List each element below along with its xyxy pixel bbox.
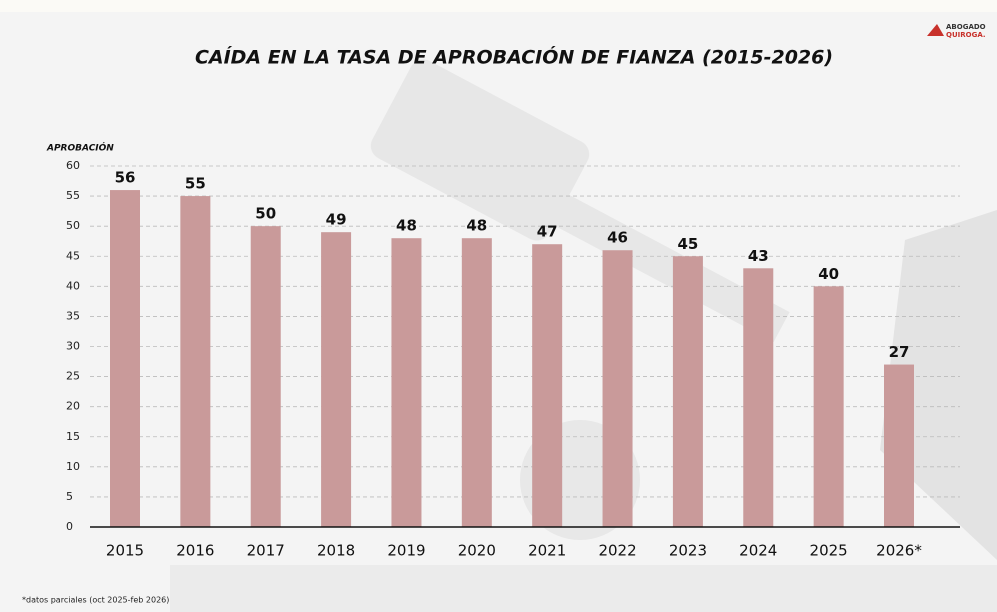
y-tick-label: 55 <box>66 189 80 202</box>
bar <box>251 226 281 527</box>
chart-title: CAÍDA EN LA TASA DE APROBACIÓN DE FIANZA… <box>195 45 833 69</box>
y-tick-label: 10 <box>66 460 80 473</box>
x-tick-label: 2025 <box>810 542 848 560</box>
x-tick-label: 2017 <box>247 542 285 560</box>
value-label: 50 <box>255 205 276 223</box>
x-tick-label: 2020 <box>458 542 496 560</box>
x-tick-label: 2023 <box>669 542 707 560</box>
bar <box>321 232 351 527</box>
x-tick-label: 2022 <box>598 542 636 560</box>
background <box>0 0 997 612</box>
value-label: 45 <box>677 235 698 253</box>
bar <box>180 196 210 527</box>
top-band <box>0 0 997 12</box>
y-tick-label: 0 <box>66 520 73 533</box>
x-tick-label: 2024 <box>739 542 777 560</box>
bar <box>391 238 421 527</box>
value-label: 47 <box>537 223 558 241</box>
logo-text: ABOGADO <box>946 23 986 31</box>
bar <box>462 238 492 527</box>
logo-text: QUIROGA. <box>946 31 986 39</box>
x-tick-label: 2026* <box>876 542 922 560</box>
value-label: 27 <box>889 343 910 361</box>
value-label: 56 <box>115 169 136 187</box>
value-label: 46 <box>607 229 628 247</box>
bar <box>884 365 914 527</box>
bar <box>673 256 703 527</box>
y-tick-label: 40 <box>66 279 80 292</box>
y-tick-label: 20 <box>66 400 80 413</box>
y-tick-label: 45 <box>66 249 80 262</box>
y-tick-label: 25 <box>66 370 80 383</box>
bar <box>743 268 773 527</box>
y-tick-label: 60 <box>66 159 80 172</box>
y-tick-label: 50 <box>66 219 80 232</box>
value-label: 49 <box>326 211 347 229</box>
bar <box>532 244 562 527</box>
y-tick-label: 30 <box>66 340 80 353</box>
x-tick-label: 2019 <box>387 542 425 560</box>
value-label: 55 <box>185 175 206 193</box>
bar <box>110 190 140 527</box>
x-tick-label: 2016 <box>176 542 214 560</box>
bar <box>603 250 633 527</box>
y-tick-label: 35 <box>66 309 80 322</box>
x-tick-label: 2018 <box>317 542 355 560</box>
x-tick-label: 2021 <box>528 542 566 560</box>
value-label: 48 <box>396 217 417 235</box>
x-tick-label: 2015 <box>106 542 144 560</box>
value-label: 43 <box>748 247 769 265</box>
y-axis-label: APROBACIÓN <box>46 142 114 154</box>
y-tick-label: 15 <box>66 430 80 443</box>
value-label: 48 <box>466 217 487 235</box>
footnote: *datos parciales (oct 2025-feb 2026) <box>22 596 169 605</box>
bar <box>814 286 844 527</box>
chart: CAÍDA EN LA TASA DE APROBACIÓN DE FIANZA… <box>0 0 997 612</box>
y-tick-label: 5 <box>66 490 73 503</box>
value-label: 40 <box>818 265 839 283</box>
